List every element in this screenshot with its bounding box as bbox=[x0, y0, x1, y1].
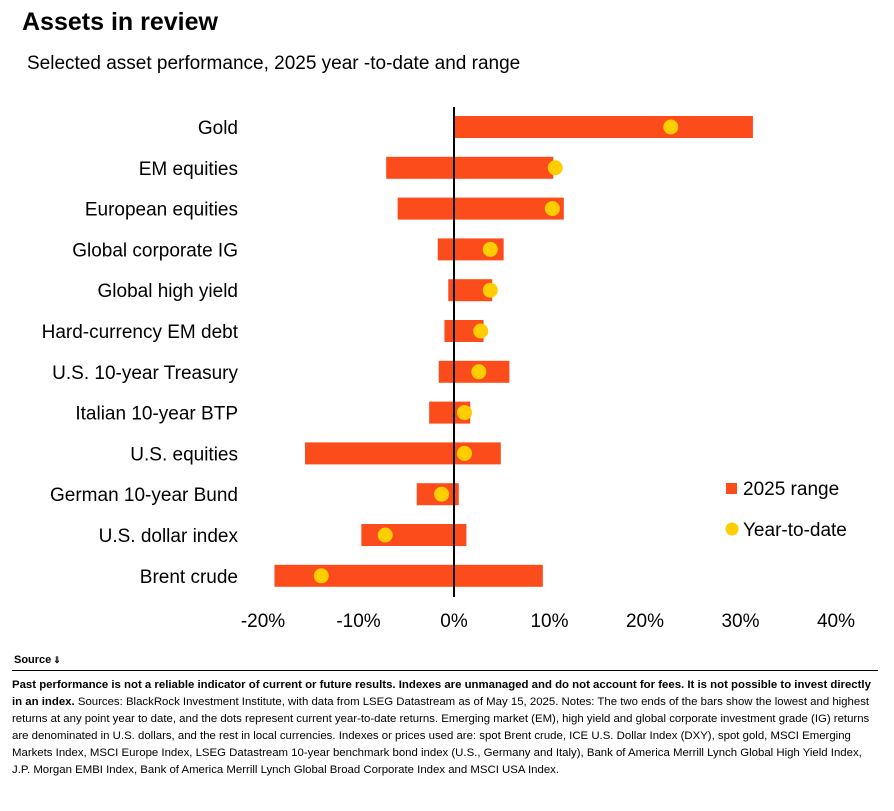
range-bar bbox=[454, 116, 753, 138]
ytd-dot bbox=[544, 201, 560, 217]
legend-ytd-swatch bbox=[725, 522, 739, 536]
x-tick-label: 40% bbox=[817, 611, 855, 632]
range-chart: Gold EM equities European equities Global c… bbox=[42, 107, 855, 632]
ytd-dot bbox=[457, 405, 473, 421]
x-tick-label: 30% bbox=[721, 611, 759, 632]
source-toggle[interactable]: Source ⇓ bbox=[14, 654, 61, 666]
x-tick-label: 20% bbox=[626, 611, 664, 632]
ytd-dot bbox=[457, 445, 473, 461]
legend-range-swatch bbox=[726, 483, 737, 494]
category-label: Hard-currency EM debt bbox=[42, 322, 239, 343]
ytd-dot bbox=[473, 323, 489, 339]
ytd-dot bbox=[482, 282, 498, 298]
disclaimer-text: Past performance is not a reliable indic… bbox=[12, 679, 871, 708]
ytd-dot bbox=[482, 241, 498, 257]
category-label: U.S. dollar index bbox=[99, 526, 239, 547]
category-label: European equities bbox=[85, 200, 238, 221]
x-tick-label: 10% bbox=[530, 611, 568, 632]
ytd-dot bbox=[434, 486, 450, 502]
page-title: Assets in review bbox=[22, 8, 218, 36]
ytd-dot bbox=[471, 364, 487, 380]
category-label: Global corporate IG bbox=[72, 240, 238, 261]
notes-text: Sources: BlackRock Investment Institute,… bbox=[12, 696, 870, 776]
range-bar bbox=[386, 156, 554, 179]
x-tick-label: 0% bbox=[440, 611, 468, 632]
source-toggle-label: Source bbox=[14, 654, 52, 666]
x-tick-label: -20% bbox=[241, 611, 285, 632]
legend-range-label: 2025 range bbox=[743, 479, 839, 500]
category-label: U.S. 10-year Treasury bbox=[52, 363, 238, 384]
category-label: U.S. equities bbox=[130, 444, 238, 465]
category-label: German 10-year Bund bbox=[50, 485, 238, 506]
chevron-down-icon: ⇓ bbox=[53, 655, 61, 665]
ytd-dot bbox=[663, 119, 679, 135]
ytd-dot bbox=[547, 160, 563, 176]
footnote: Past performance is not a reliable indic… bbox=[12, 677, 878, 779]
range-bar bbox=[274, 564, 543, 587]
ytd-dot bbox=[377, 527, 393, 543]
chart-subtitle: Selected asset performance, 2025 year -t… bbox=[27, 53, 521, 74]
category-label: EM equities bbox=[139, 159, 238, 180]
category-label: Italian 10-year BTP bbox=[75, 404, 238, 425]
category-label: Global high yield bbox=[98, 281, 238, 302]
range-bar bbox=[361, 524, 467, 546]
legend-ytd-label: Year-to-date bbox=[743, 520, 847, 541]
range-bar bbox=[305, 442, 501, 465]
range-bar bbox=[448, 279, 493, 302]
category-label: Brent crude bbox=[140, 567, 238, 588]
divider bbox=[12, 670, 878, 671]
range-bar bbox=[397, 197, 564, 220]
x-tick-label: -10% bbox=[336, 611, 380, 632]
ytd-dot bbox=[313, 568, 329, 584]
category-label: Gold bbox=[198, 118, 238, 139]
